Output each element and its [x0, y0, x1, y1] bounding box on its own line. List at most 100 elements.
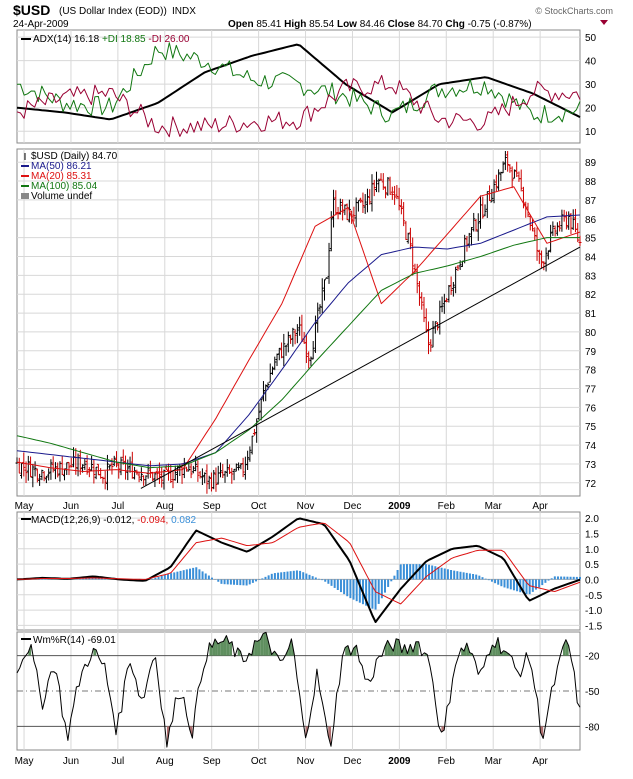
price-bar: [237, 462, 241, 471]
wmr-x-label: Jul: [111, 756, 124, 767]
wmr-overbought-fill: [93, 648, 97, 656]
wmr-oversold-fill: [328, 726, 332, 747]
price-bar: [379, 173, 383, 181]
hist-legend: 0.082: [171, 515, 196, 526]
price-bar: [551, 221, 555, 236]
wmr-legend: Wm%R(14) -69.01: [33, 635, 116, 646]
adx-tick-label: 50: [585, 33, 597, 44]
price-bar: [395, 185, 399, 200]
symbol: $USD: [13, 2, 50, 18]
price-bar: [406, 232, 410, 244]
price-tick-label: 84: [585, 252, 597, 263]
adx-tick-label: 10: [585, 127, 597, 138]
wmr-line: [16, 631, 581, 748]
price-bar: [29, 456, 33, 478]
price-bar: [558, 220, 562, 232]
price-bar: [546, 250, 550, 260]
price-bar: [87, 467, 91, 478]
price-bar: [49, 459, 53, 480]
close-label: Close: [388, 19, 418, 30]
price-bar: [429, 339, 433, 352]
exchange-label: INDX: [172, 6, 196, 17]
price-tick-label: 73: [585, 460, 597, 471]
price-bar: [26, 455, 30, 481]
high-value: 85.54: [309, 19, 337, 30]
wmr-overbought-fill: [387, 640, 391, 656]
price-bar: [282, 333, 286, 367]
wmr-x-label: May: [15, 756, 34, 767]
price-bar: [537, 249, 541, 264]
price-bar: [402, 202, 406, 227]
wmr-overbought-fill: [461, 647, 465, 656]
wmr-tick-label: -20: [585, 652, 600, 663]
wmr-overbought-fill: [263, 632, 266, 656]
adx-tick-label: 30: [585, 80, 597, 91]
wmr-overbought-fill: [565, 639, 569, 656]
price-bar: [485, 191, 489, 218]
price-bar: [483, 204, 487, 217]
symbol-title: $USD: [13, 2, 50, 18]
price-bar: [173, 465, 177, 481]
price-bar: [447, 284, 451, 303]
price-bar: [512, 169, 516, 179]
price-bar: [388, 176, 392, 195]
price-bar: [162, 469, 166, 490]
wmr-overbought-fill: [288, 638, 292, 656]
price-bar: [368, 189, 372, 205]
price-bar: [571, 209, 575, 230]
price-bar: [469, 227, 473, 246]
price-bar: [203, 472, 207, 484]
price-bar: [356, 200, 360, 212]
price-bar: [191, 465, 195, 474]
price-bar: [56, 462, 60, 478]
price-bar: [223, 470, 227, 483]
price-bar: [481, 196, 485, 219]
adx-legend: ADX(14) 16.18: [33, 34, 102, 45]
price-bar: [341, 199, 345, 221]
price-bar: [476, 213, 480, 241]
price-bar: [397, 187, 401, 211]
price-bar: [506, 151, 510, 172]
price-bar: [386, 177, 390, 196]
price-bar: [133, 466, 137, 480]
wmr-x-label: Aug: [156, 756, 174, 767]
price-bar: [92, 459, 96, 484]
price-bar: [40, 469, 44, 481]
instrument-name: (US Dollar Index (EOD)): [59, 6, 167, 17]
price-bar: [503, 150, 507, 171]
price-tick-label: 87: [585, 196, 597, 207]
price-bar: [404, 221, 408, 240]
chg-value: -0.75 (-0.87%): [468, 19, 532, 30]
price-bar: [320, 278, 324, 314]
price-bar: [47, 468, 51, 481]
price-bar: [544, 247, 548, 272]
price-x-label: Feb: [438, 501, 456, 512]
price-bar: [252, 428, 256, 436]
price-bar: [44, 475, 48, 484]
low-label: Low: [337, 19, 360, 30]
price-bar: [436, 322, 440, 331]
wmr-x-label: Dec: [344, 756, 362, 767]
wmr-overbought-fill: [265, 632, 269, 656]
quote-date: 24-Apr-2009: [13, 19, 69, 30]
price-tick-label: 81: [585, 309, 597, 320]
price-tick-label: 72: [585, 479, 597, 490]
price-bar: [390, 186, 394, 200]
price-bar: [492, 179, 496, 204]
wmr-overbought-fill: [229, 641, 233, 656]
price-bar: [241, 457, 245, 478]
wmr-oversold-fill: [540, 726, 544, 739]
wmr-x-label: 2009: [388, 756, 411, 767]
price-bar: [24, 461, 28, 483]
price-bar: [510, 166, 514, 189]
macd-signal-line: [16, 522, 581, 605]
price-bar: [501, 161, 505, 174]
price-bar: [567, 211, 571, 230]
wmr-overbought-fill: [492, 645, 496, 656]
adx-tick-label: 20: [585, 104, 597, 115]
price-bar: [535, 227, 539, 261]
price-legend-vol: Volume undef: [31, 191, 92, 202]
price-bar: [359, 197, 363, 203]
price-bar: [273, 356, 277, 371]
price-bar: [83, 458, 87, 470]
